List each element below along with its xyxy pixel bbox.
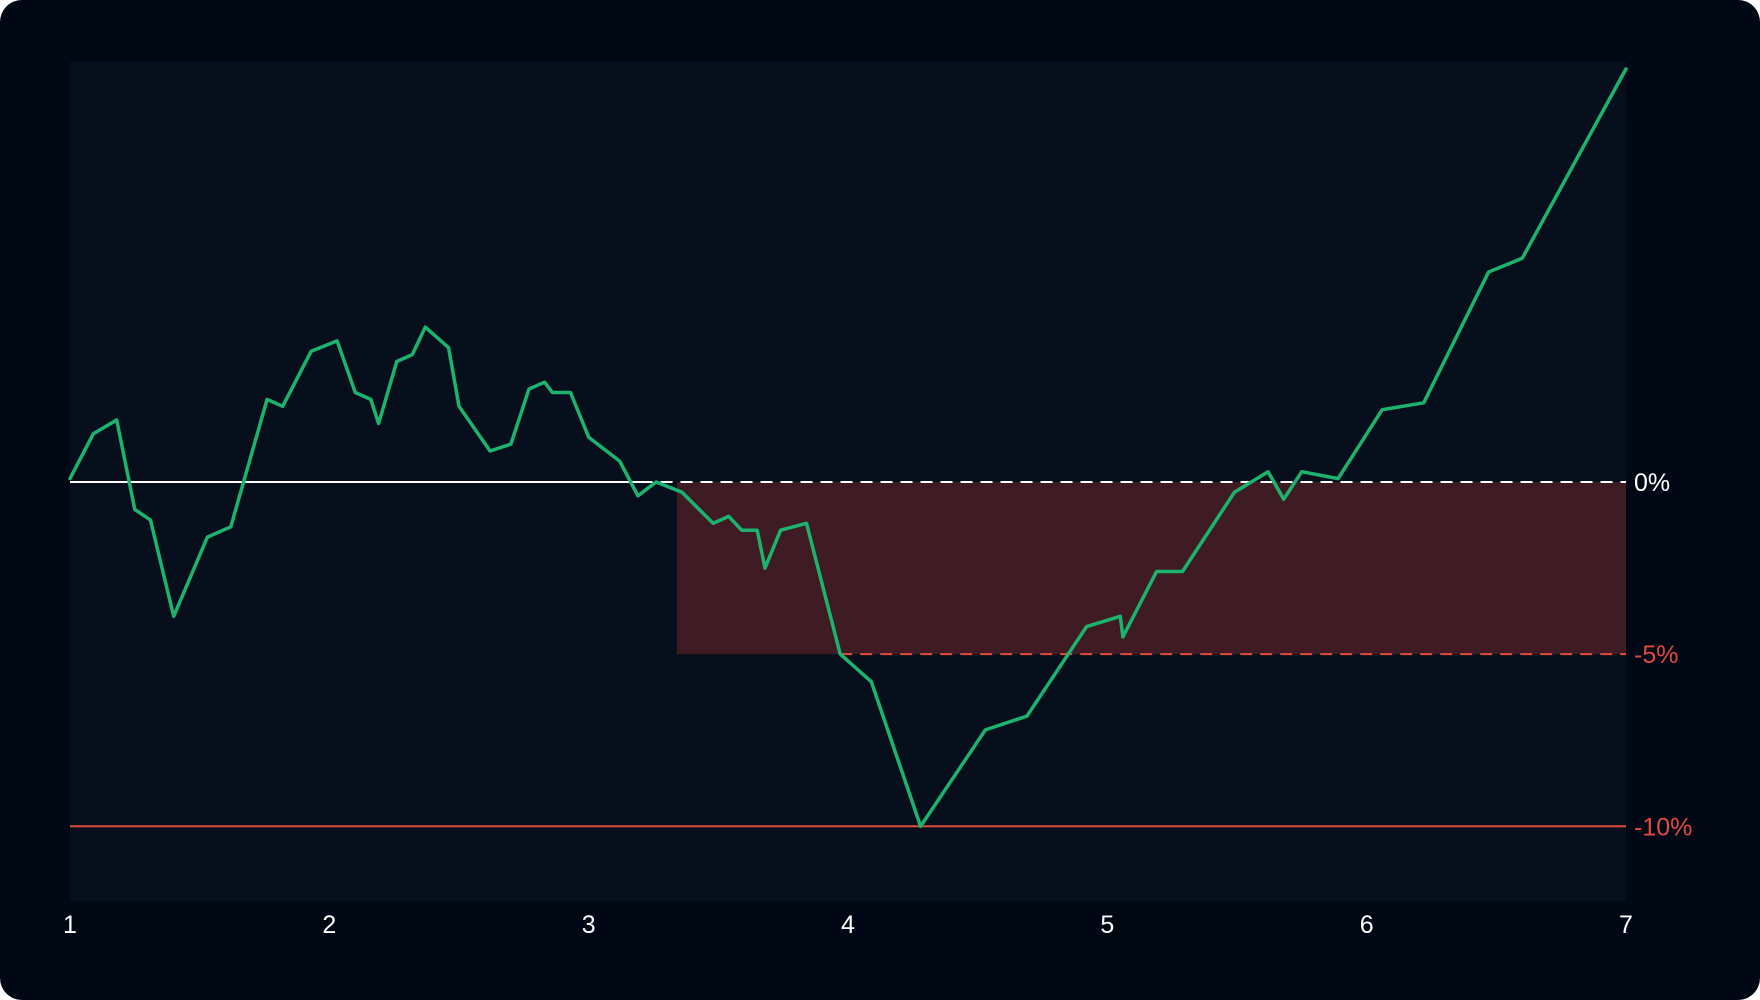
x-axis-ticks: 1 2 3 4 5 6 7 (63, 911, 1633, 939)
level-label: 0% (1634, 469, 1670, 497)
x-tick-label: 4 (841, 911, 855, 939)
level-label: -10% (1634, 813, 1692, 841)
drawdown-band (676, 482, 1626, 655)
level-lines (70, 481, 1626, 828)
x-tick-label: 7 (1619, 911, 1633, 939)
level-label: -5% (1634, 641, 1678, 669)
x-tick-label: 1 (63, 911, 77, 939)
x-tick-label: 3 (582, 911, 596, 939)
x-tick-label: 6 (1360, 911, 1374, 939)
x-tick-label: 2 (322, 911, 336, 939)
level-labels: 0% -5% -10% (1634, 469, 1692, 841)
x-tick-label: 5 (1100, 911, 1114, 939)
series-line (68, 67, 1628, 829)
